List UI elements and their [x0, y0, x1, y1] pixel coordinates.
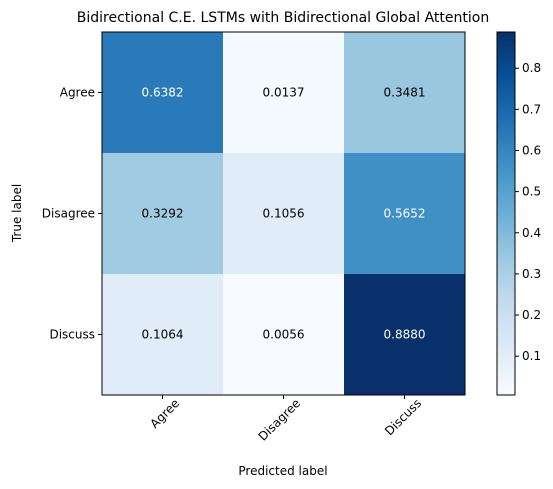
y-axis-label: True label: [10, 184, 24, 243]
cell-value-label: 0.3292: [142, 207, 184, 221]
cell-value-label: 0.5652: [384, 207, 426, 221]
heatmap-cell: [223, 32, 345, 154]
heatmap-cell-labels: 0.6382 0.0137 0.3481 0.3292 0.1056 0.5652 0.10…: [142, 86, 426, 342]
x-tick-label: Discuss: [382, 396, 424, 438]
colorbar-tick-label: 0.1: [522, 349, 541, 363]
y-tick-label: Discuss: [49, 328, 95, 342]
y-axis-ticks: Agree Disagree Discuss: [42, 86, 102, 342]
heatmap-cell: [344, 32, 466, 154]
cell-value-label: 0.8880: [384, 328, 426, 342]
colorbar-tick-label: 0.5: [522, 185, 541, 199]
colorbar: [496, 31, 516, 396]
y-tick-label: Disagree: [42, 207, 95, 221]
heatmap-cells: [102, 32, 466, 396]
cell-value-label: 0.6382: [142, 86, 184, 100]
cell-value-label: 0.0137: [263, 86, 305, 100]
cell-value-label: 0.1064: [142, 328, 184, 342]
heatmap-cell: [223, 274, 345, 396]
colorbar-tick-label: 0.8: [522, 61, 541, 75]
heatmap-cell: [102, 32, 224, 154]
colorbar-tick-label: 0.4: [522, 226, 541, 240]
heatmap-cell: [102, 274, 224, 396]
cell-value-label: 0.3481: [384, 86, 426, 100]
colorbar-tick-label: 0.2: [522, 308, 541, 322]
x-tick-label: Disagree: [256, 396, 304, 444]
heatmap-cell: [102, 153, 224, 275]
x-axis-label: Predicted label: [238, 464, 327, 478]
colorbar-tick-label: 0.3: [522, 267, 541, 281]
cell-value-label: 0.1056: [263, 207, 305, 221]
colorbar-tick-label: 0.6: [522, 143, 541, 157]
x-tick-label: Agree: [147, 396, 182, 431]
colorbar-tick-label: 0.7: [522, 102, 541, 116]
x-axis-ticks: Agree Disagree Discuss: [147, 395, 424, 444]
heatmap-cell: [223, 153, 345, 275]
cell-value-label: 0.0056: [263, 328, 305, 342]
heatmap-cell: [344, 274, 466, 396]
heatmap-cell: [344, 153, 466, 275]
chart-title: Bidirectional C.E. LSTMs with Bidirectio…: [77, 10, 489, 26]
colorbar-ticks: 0.1 0.2 0.3 0.4 0.5 0.6 0.7 0.8: [515, 61, 541, 363]
y-tick-label: Agree: [60, 86, 95, 100]
